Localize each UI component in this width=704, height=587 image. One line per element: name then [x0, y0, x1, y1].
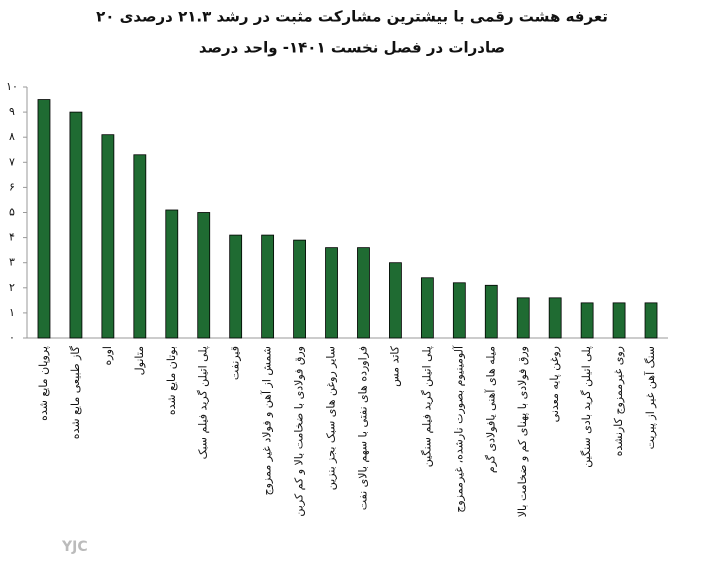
y-tick-label: ۸: [9, 130, 15, 143]
bar: [420, 277, 434, 339]
x-tick-label: ورق فولادی با ضخامت بالا و کم کربن: [293, 346, 306, 517]
x-tick-label: شمش از آهن و فولاد غیر ممزوج: [260, 346, 274, 495]
x-tick-label: پلی اتیلن گرید فیلم سبک: [197, 346, 210, 459]
y-tick-label: ۹: [9, 105, 15, 118]
y-tick-label: ۴: [9, 231, 15, 244]
x-tick-label: ورق فولادی با پهنای کم و ضخامت بالا: [516, 346, 529, 517]
bar: [69, 111, 83, 339]
x-tick-label: اوره: [101, 346, 114, 365]
x-tick-label: فراورده های نفتی با سهم بالای نفت: [356, 346, 369, 510]
bar: [325, 247, 338, 339]
y-tick-label: ۱: [9, 306, 15, 319]
y-tick-label: ۰: [9, 331, 15, 344]
bar: [580, 302, 594, 339]
bar: [548, 297, 562, 339]
x-tick-label: روی غیرممزوج کارنشده: [612, 346, 625, 456]
y-tick-label: ۳: [9, 256, 15, 269]
bar: [261, 234, 275, 339]
bar: [484, 284, 498, 339]
bar: [37, 99, 51, 339]
bar: [197, 212, 211, 339]
bar: [293, 239, 306, 339]
x-tick-label: آلومینیوم بصورت نارشده، غیرممزوج: [451, 345, 465, 513]
x-tick-label: متانول: [133, 346, 146, 375]
watermark: YJC: [61, 539, 88, 555]
x-tick-label: پروپان مایع شده: [37, 346, 50, 421]
x-tick-label: گاز طبیعی مایع شده: [69, 345, 82, 439]
bar: [165, 209, 179, 339]
x-tick-label: پلی اتیلن گرید فیلم سنگین: [420, 346, 433, 467]
bar: [516, 297, 530, 339]
bar: [229, 234, 243, 339]
bar: [101, 134, 115, 339]
x-tick-label: میله های آهنی یافولادی گرم: [483, 346, 497, 473]
x-tick-label: کاتد مس: [388, 345, 401, 387]
y-tick-label: ۵: [9, 206, 15, 219]
y-tick-label: ۱۰: [6, 80, 18, 93]
x-tick-label: روغن پایه معدنی: [548, 346, 561, 422]
bar: [133, 154, 147, 339]
x-tick-label: سایر روغن های سبک بجز بنزین: [325, 346, 338, 490]
x-tick-label: سنگ آهن غیر از پیریت: [643, 346, 657, 449]
x-tick-label: قیرنفت: [229, 346, 242, 380]
x-tick-label: پلی اتیلن گرید بادی سنگین: [580, 346, 593, 468]
x-tick-label: بوتان مایع شده: [165, 346, 178, 415]
chart-title: ۲۰ تعرفه هشت رقمی با بیشترین مشارکت مثبت…: [96, 8, 608, 26]
bar: [644, 302, 658, 339]
bar: [452, 282, 466, 339]
bar: [389, 262, 402, 339]
chart-subtitle: صادرات در فصل نخست ۱۴۰۱- واحد درصد: [199, 39, 505, 57]
y-tick-label: ۷: [9, 155, 15, 168]
bar: [357, 247, 370, 339]
y-tick-label: ۲: [9, 281, 15, 294]
y-tick-label: ۶: [9, 180, 15, 193]
bar: [612, 302, 626, 339]
